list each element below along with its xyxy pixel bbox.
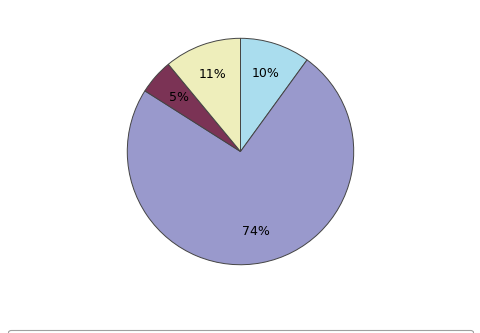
Text: 74%: 74% — [241, 225, 269, 238]
Text: 5%: 5% — [169, 91, 189, 104]
Wedge shape — [240, 38, 306, 152]
Text: 10%: 10% — [251, 68, 279, 81]
Wedge shape — [144, 64, 240, 152]
Wedge shape — [168, 38, 240, 152]
Text: 11%: 11% — [199, 68, 226, 81]
Legend: Wages & Salaries, Employee Benefits, Operating Expenses, Public Assistance: Wages & Salaries, Employee Benefits, Ope… — [9, 330, 471, 333]
Wedge shape — [127, 60, 353, 265]
